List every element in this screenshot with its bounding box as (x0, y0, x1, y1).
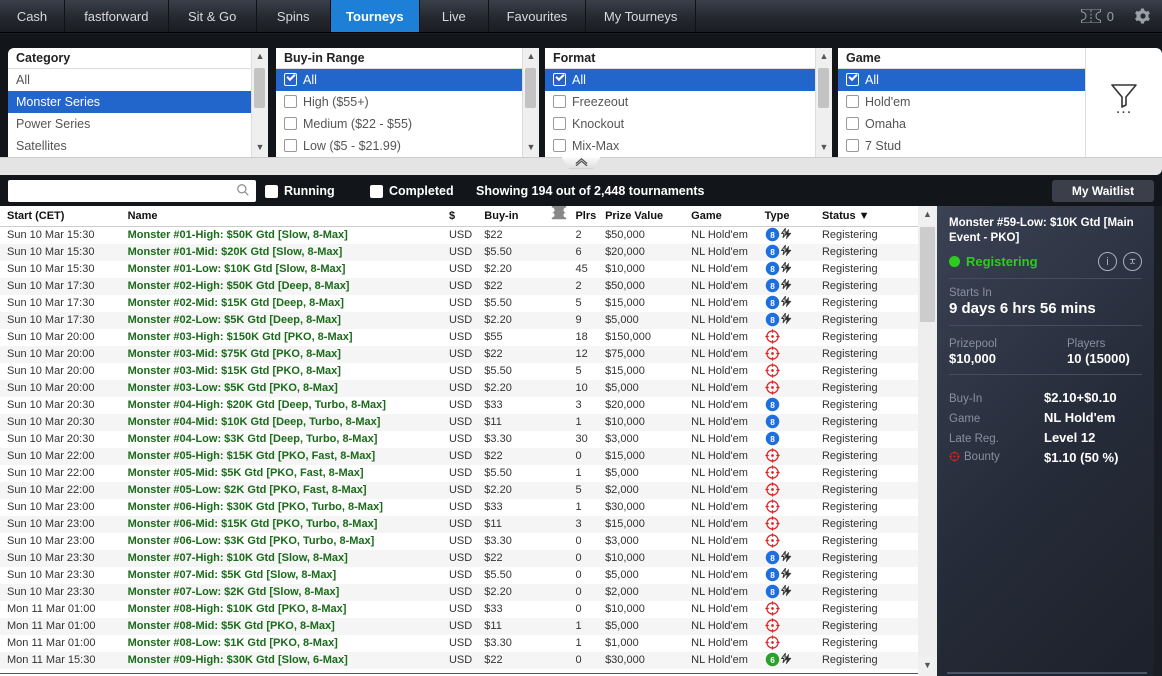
svg-text:8: 8 (770, 588, 775, 597)
svg-text:8: 8 (770, 554, 775, 563)
svg-text:8: 8 (770, 282, 775, 291)
svg-text:8: 8 (770, 316, 775, 325)
svg-text:8: 8 (770, 248, 775, 257)
svg-text:8: 8 (770, 231, 775, 240)
svg-text:8: 8 (770, 401, 775, 410)
svg-text:8: 8 (770, 571, 775, 580)
svg-text:8: 8 (770, 265, 775, 274)
svg-text:6: 6 (770, 656, 775, 665)
svg-text:8: 8 (770, 435, 775, 444)
svg-text:8: 8 (770, 299, 775, 308)
svg-text:8: 8 (770, 418, 775, 427)
